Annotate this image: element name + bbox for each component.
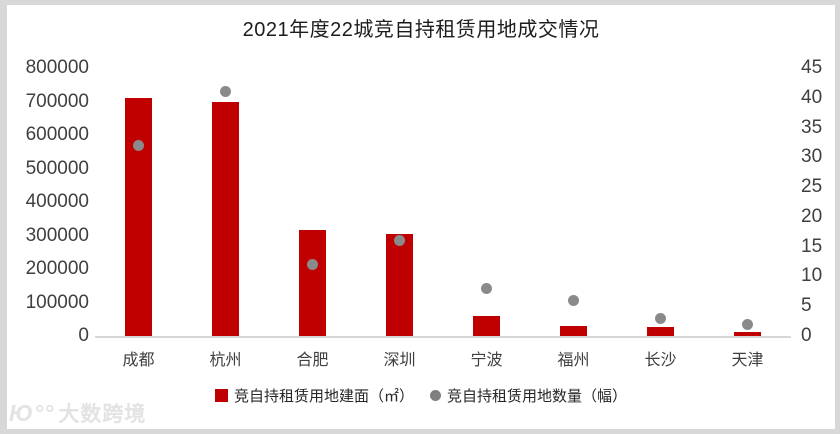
bar-合肥 — [299, 230, 326, 336]
left-axis-tick: 100000 — [25, 291, 89, 313]
dot-宁波 — [481, 282, 492, 294]
left-axis-tick: 300000 — [25, 224, 89, 246]
watermark-text: 大数跨境 — [58, 403, 147, 426]
legend-label: 竞自持租赁用地建面（㎡） — [233, 388, 414, 405]
dot-长沙 — [655, 312, 666, 324]
left-axis: 0 100000 200000 300000 400000 500000 600000 700… — [7, 57, 89, 346]
x-axis-label-合肥: 合肥 — [296, 352, 329, 369]
legend-item: 竞自持租赁用地数量（幅） — [430, 385, 627, 406]
dot-深圳 — [394, 235, 405, 247]
dot-福州 — [568, 294, 579, 306]
left-axis-tick: 200000 — [25, 258, 89, 279]
right-axis-tick: 35 — [801, 116, 823, 138]
x-axis-label-深圳: 深圳 — [383, 352, 416, 369]
x-axis-label-天津: 天津 — [731, 352, 764, 369]
bar-宁波 — [473, 315, 500, 336]
dot-成都 — [133, 139, 144, 151]
right-axis-tick: 20 — [801, 205, 823, 227]
right-axis-tick: 5 — [801, 295, 812, 317]
chart-canvas: 2021年度22城竞自持租赁用地成交情况 0 100000 200000 300000… — [7, 5, 835, 429]
legend-label: 竞自持租赁用地数量（幅） — [447, 388, 628, 405]
bar-天津 — [734, 332, 761, 336]
x-axis-label-长沙: 长沙 — [644, 352, 677, 369]
right-axis-tick: 40 — [801, 86, 823, 108]
right-axis-tick: 45 — [801, 57, 823, 78]
chart-title: 2021年度22城竞自持租赁用地成交情况 — [242, 19, 600, 41]
dot-杭州 — [220, 86, 231, 98]
left-axis-tick: 700000 — [25, 90, 89, 112]
bar-深圳 — [386, 233, 413, 336]
square-marker — [214, 389, 228, 402]
left-axis-tick: 0 — [78, 325, 89, 346]
watermark-logo-icon: Ю°° — [9, 399, 55, 426]
bar-福州 — [560, 325, 587, 336]
x-axis-label-福州: 福州 — [557, 352, 590, 369]
x-axis-labels: 成都 杭州 合肥 深圳 宁波 福州 长沙 天津 — [95, 346, 791, 369]
bar-长沙 — [647, 327, 674, 336]
plot-area — [95, 68, 791, 338]
left-axis-tick: 400000 — [25, 191, 89, 212]
circle-marker — [430, 390, 441, 401]
watermark: Ю°° 大数跨境 — [9, 398, 146, 428]
right-axis-tick: 25 — [801, 176, 823, 198]
left-axis-tick: 800000 — [25, 57, 89, 78]
right-axis-tick: 15 — [801, 235, 823, 257]
left-axis-tick: 600000 — [25, 124, 89, 145]
left-axis-tick: 500000 — [25, 157, 89, 179]
x-axis-label-成都: 成都 — [122, 352, 155, 369]
right-axis: 0 5 10 15 20 25 30 35 40 45 — [801, 57, 840, 346]
bar-成都 — [125, 98, 152, 336]
dot-天津 — [742, 318, 753, 330]
chart-legend: 竞自持租赁用地建面（㎡） 竞自持租赁用地数量（幅） — [7, 385, 835, 406]
right-axis-tick: 0 — [801, 325, 812, 346]
x-axis-label-杭州: 杭州 — [209, 352, 242, 369]
right-axis-tick: 10 — [801, 265, 823, 287]
legend-item: 竞自持租赁用地建面（㎡） — [214, 385, 414, 406]
dot-合肥 — [307, 259, 318, 271]
bar-杭州 — [212, 101, 239, 336]
x-axis-label-宁波: 宁波 — [470, 352, 503, 369]
right-axis-tick: 30 — [801, 146, 823, 168]
